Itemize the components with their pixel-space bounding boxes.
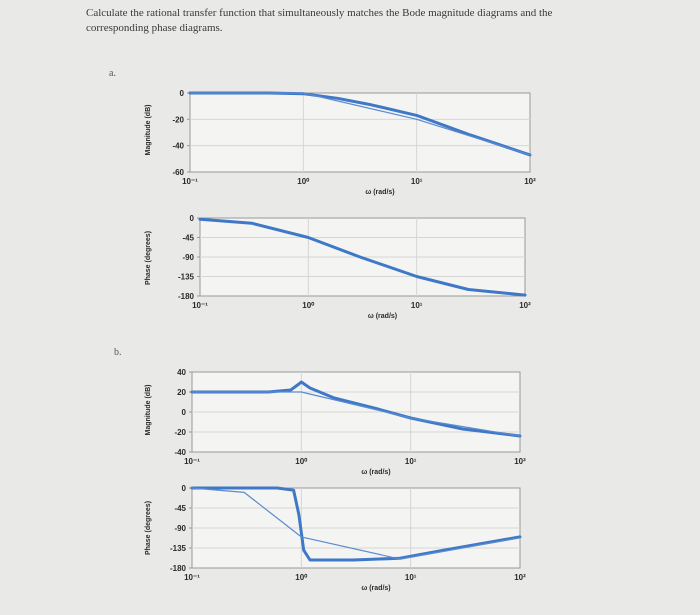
x-axis-label: ω (rad/s) — [365, 189, 394, 196]
series-line-asymptote — [191, 391, 521, 437]
y-tick-label: -180 — [178, 292, 195, 301]
x-axis-label: ω (rad/s) — [361, 585, 390, 592]
y-tick-label: -45 — [182, 234, 194, 243]
x-tick-label: 10⁻¹ — [182, 177, 198, 186]
y-tick-label: -20 — [174, 428, 186, 437]
x-tick-label: 10² — [524, 177, 536, 186]
x-tick-label: 10⁻¹ — [184, 457, 200, 466]
x-axis-label: ω (rad/s) — [361, 469, 390, 476]
y-tick-label: -45 — [174, 504, 186, 513]
series-line-asymptote — [191, 487, 521, 560]
x-tick-label: 10¹ — [405, 573, 417, 582]
plot-frame — [189, 92, 531, 173]
x-tick-label: 10⁰ — [297, 177, 310, 186]
y-axis-label: Phase (degrees) — [145, 231, 152, 285]
x-axis-label: ω (rad/s) — [368, 313, 397, 320]
series-line-exact — [190, 486, 522, 562]
y-axis-label: Magnitude (dB) — [145, 385, 152, 436]
part-a-label: a. — [109, 68, 116, 79]
y-tick-label: -135 — [170, 544, 187, 553]
series-line-exact — [190, 380, 522, 438]
y-tick-label: -40 — [174, 448, 186, 457]
y-tick-label: -180 — [170, 564, 187, 573]
x-tick-label: 10⁻¹ — [192, 301, 208, 310]
x-tick-label: 10⁰ — [302, 301, 315, 310]
y-tick-label: -90 — [174, 524, 186, 533]
y-tick-label: -20 — [172, 115, 184, 124]
series-line-exact — [198, 217, 527, 297]
y-tick-label: 0 — [182, 484, 187, 493]
x-tick-label: 10⁻¹ — [184, 573, 200, 582]
y-axis-label: Phase (degrees) — [145, 501, 152, 555]
x-tick-label: 10² — [519, 301, 531, 310]
x-tick-label: 10² — [514, 457, 526, 466]
x-tick-label: 10¹ — [411, 177, 423, 186]
y-tick-label: -90 — [182, 253, 194, 262]
y-tick-label: 0 — [180, 89, 185, 98]
part-b-label: b. — [114, 347, 122, 358]
y-tick-label: 20 — [177, 388, 186, 397]
x-tick-label: 10¹ — [411, 301, 423, 310]
x-tick-label: 10² — [514, 573, 526, 582]
series-line-asymptote — [189, 92, 531, 156]
y-tick-label: -40 — [172, 142, 184, 151]
question-text: Calculate the rational transfer function… — [86, 7, 553, 34]
y-tick-label: 40 — [177, 368, 186, 377]
y-tick-label: 0 — [190, 214, 195, 223]
y-tick-label: -135 — [178, 273, 195, 282]
y-axis-label: Magnitude (dB) — [145, 105, 152, 156]
y-tick-label: -60 — [172, 168, 184, 177]
x-tick-label: 10¹ — [405, 457, 417, 466]
x-tick-label: 10⁰ — [295, 573, 308, 582]
x-tick-label: 10⁰ — [295, 457, 308, 466]
y-tick-label: 0 — [182, 408, 187, 417]
